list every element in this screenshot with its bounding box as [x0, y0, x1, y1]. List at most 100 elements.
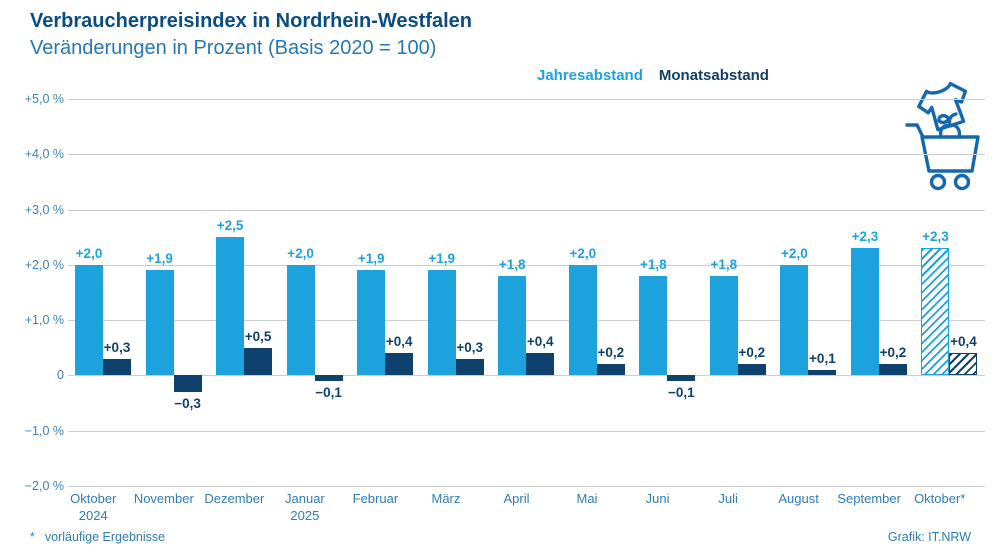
bar-monatsabstand — [385, 353, 414, 376]
x-axis-tick-label: September — [837, 491, 901, 506]
bar-group: +1,8 +0,2 Juli — [703, 99, 774, 506]
bar-jahresabstand — [286, 264, 315, 376]
bar-value-label: +0,5 — [244, 328, 272, 344]
y-axis-tick-label: −1,0 % — [24, 423, 64, 438]
bar-group: +1,8 −0,1 Juni — [632, 99, 703, 506]
bar-value-label: +2,5 — [216, 218, 244, 234]
bar-group: +1,8 +0,4 April — [491, 99, 562, 506]
gridline — [68, 154, 985, 156]
bar-monatsabstand — [596, 364, 625, 376]
bar-group: +2,3 +0,4 Oktober* — [914, 99, 985, 506]
bar-monatsabstand — [808, 369, 837, 376]
bar-jahresabstand — [145, 270, 174, 376]
x-axis-tick-label: Februar — [352, 491, 399, 506]
bar-chart: +2,0 +0,3 Oktober 2024 +1,9 −0,3 November +2,5… — [0, 92, 999, 529]
y-axis-tick-label: +5,0 % — [24, 92, 64, 106]
bar-value-label: +0,3 — [456, 339, 484, 355]
bar-value-label: +1,9 — [428, 251, 456, 267]
gridline — [68, 320, 985, 322]
bar-value-label: +2,3 — [851, 229, 879, 245]
bar-value-label: +0,2 — [738, 345, 766, 361]
gridline — [68, 375, 985, 377]
gridline — [68, 99, 985, 100]
bar-monatsabstand — [103, 358, 131, 376]
bar-monatsabstand — [455, 358, 484, 376]
bar-value-label: +0,4 — [385, 334, 413, 350]
x-axis-tick-label: Dezember — [204, 491, 265, 506]
x-axis-tick-label: Januar 2025 — [285, 491, 325, 523]
x-axis-tick-label: Juni — [645, 491, 670, 506]
bar-monatsabstand — [173, 375, 202, 392]
x-axis-tick-label: August — [778, 491, 819, 506]
x-axis-tick-label: Oktober* — [914, 491, 966, 506]
page-title: Verbraucherpreisindex in Nordrhein-Westf… — [30, 10, 472, 32]
bar-group: +2,5 +0,5 Dezember — [204, 99, 280, 506]
page-subtitle: Veränderungen in Prozent (Basis 2020 = 1… — [30, 37, 437, 59]
bar-value-label: +2,0 — [75, 245, 103, 261]
bar-jahresabstand — [780, 264, 809, 376]
bar-value-label: +0,4 — [950, 334, 977, 350]
bar-jahresabstand — [568, 264, 597, 376]
y-axis-tick-label: +1,0 % — [24, 313, 64, 328]
bar-group: +2,3 +0,2 September — [837, 99, 915, 506]
y-axis-tick-label: +3,0 % — [24, 202, 64, 217]
x-axis-tick-label: Oktober 2024 — [70, 491, 117, 523]
gridline — [68, 209, 985, 211]
bar-group: +1,9 +0,3 März — [421, 99, 492, 506]
bar-value-label: −0,1 — [315, 385, 342, 400]
bar-group: +2,0 −0,1 Januar 2025 — [280, 99, 351, 523]
bar-monatsabstand — [244, 347, 273, 376]
bar-monatsabstand — [949, 353, 978, 376]
bar-monatsabstand — [526, 353, 555, 376]
x-axis-tick-label: Mai — [576, 491, 598, 506]
bar-group: +1,9 +0,4 Februar — [350, 99, 421, 506]
bar-jahresabstand — [709, 275, 738, 376]
bar-value-label: +1,8 — [710, 256, 738, 272]
bar-monatsabstand — [737, 364, 766, 376]
gridline — [68, 264, 985, 266]
gridline — [68, 430, 985, 432]
credit-text: Grafik: IT.NRW — [887, 530, 971, 544]
bar-jahresabstand — [357, 270, 386, 376]
bar-monatsabstand — [667, 375, 696, 381]
bar-value-label: +2,0 — [287, 245, 314, 261]
gridline — [68, 486, 985, 487]
bar-monatsabstand — [878, 364, 907, 376]
bar-value-label: −0,3 — [174, 396, 201, 411]
footnote: * vorläufige Ergebnisse — [30, 530, 165, 544]
bar-value-label: +1,8 — [639, 256, 667, 272]
y-axis-tick-label: +4,0 % — [24, 147, 64, 162]
bar-jahresabstand — [75, 264, 103, 376]
bar-jahresabstand — [850, 248, 879, 376]
chart-legend: Jahresabstand Monatsabstand — [537, 67, 769, 84]
x-axis-tick-label: März — [431, 491, 461, 506]
bar-value-label: +0,3 — [103, 339, 131, 355]
bar-value-label: +0,2 — [879, 345, 907, 361]
bar-group: +2,0 +0,3 Oktober 2024 — [68, 99, 139, 523]
plot-area: +2,0 +0,3 Oktober 2024 +1,9 −0,3 November +2,5… — [68, 99, 985, 523]
legend-item-monatsabstand: Monatsabstand — [658, 67, 769, 84]
footnote-text: vorläufige Ergebnisse — [44, 530, 166, 544]
footnote-marker: * — [30, 530, 35, 544]
y-axis-tick-label: −2,0 % — [24, 479, 64, 493]
bar-jahresabstand — [921, 248, 950, 376]
bar-value-label: +0,1 — [809, 350, 836, 366]
bar-jahresabstand — [216, 237, 245, 376]
bar-jahresabstand — [639, 275, 668, 376]
bar-group: +2,0 +0,2 Mai — [562, 99, 633, 506]
bar-jahresabstand — [427, 270, 456, 376]
bar-value-label: +0,4 — [526, 334, 554, 350]
y-axis-tick-label: +2,0 % — [24, 257, 64, 272]
legend-item-jahresabstand: Jahresabstand — [537, 67, 643, 84]
bar-value-label: +1,9 — [146, 251, 173, 267]
x-axis-tick-label: Juli — [718, 491, 738, 506]
bar-value-label: −0,1 — [667, 385, 695, 400]
bar-jahresabstand — [498, 275, 527, 376]
y-axis-tick-label: 0 — [57, 368, 64, 383]
x-axis-tick-label: November — [133, 491, 194, 506]
bar-value-label: +2,3 — [922, 229, 949, 245]
bar-value-label: +0,2 — [597, 345, 625, 361]
bar-value-label: +2,0 — [569, 245, 597, 261]
tshirt-in-shopping-cart-icon — [901, 74, 991, 194]
